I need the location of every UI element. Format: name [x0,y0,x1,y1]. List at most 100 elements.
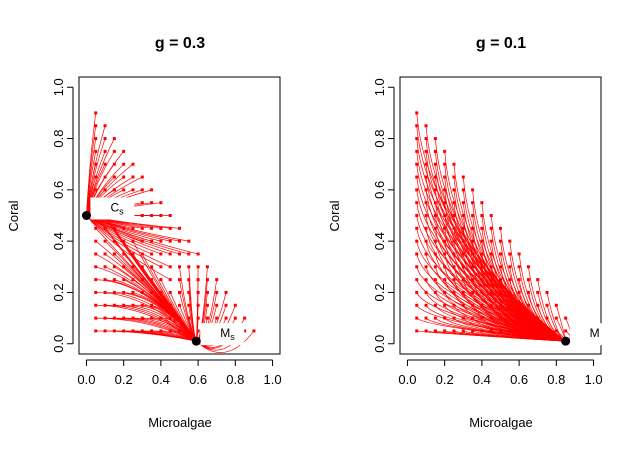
trajectory-start-point [443,239,447,243]
trajectory-start-point [443,316,447,320]
trajectory-start-point [517,252,521,256]
trajectory-start-point [424,162,428,166]
trajectory-start-point [112,303,116,307]
trajectory-line [86,215,171,280]
y-tick-label: 0.2 [372,283,387,301]
trajectory-start-point [443,149,447,153]
equilibrium-label: Cs [110,201,124,217]
trajectory-start-point [168,316,172,320]
x-tick-label: 0.0 [77,372,95,387]
trajectory-start-point [424,137,428,141]
trajectory-start-point [150,290,154,294]
trajectory-start-point [150,226,154,230]
trajectory-start-point [415,278,419,282]
trajectory-line [196,330,255,353]
trajectories [415,111,579,342]
trajectory-start-point [224,316,228,320]
trajectory-start-point [471,329,475,333]
trajectory-start-point [489,290,493,294]
trajectory-start-point [480,329,484,333]
trajectory-start-point [205,290,209,294]
trajectory-start-point [168,239,172,243]
equilibrium-subscript: s [119,207,124,217]
trajectory-start-point [243,329,247,333]
trajectory-line [86,151,124,216]
trajectory-start-point [415,252,419,256]
trajectory-start-point [452,239,456,243]
trajectory-start-point [554,329,558,333]
trajectory-start-point [103,290,107,294]
trajectory-start-point [150,265,154,269]
trajectory-start-point [499,290,502,294]
x-tick-label: 0.6 [189,372,207,387]
trajectory-start-point [140,278,144,282]
trajectory-start-point [480,316,484,320]
trajectory-start-point [424,175,428,179]
trajectory-start-point [94,265,98,269]
x-tick-label: 0.4 [152,372,170,387]
trajectory-start-point [159,278,163,282]
trajectory-start-point [480,239,484,243]
trajectory-start-point [215,290,219,294]
trajectory-start-point [140,239,144,243]
trajectory-start-point [564,329,568,333]
trajectory-start-point [103,149,107,153]
trajectory-start-point [131,226,135,230]
trajectory-start-point [215,316,219,320]
trajectory-start-point [461,175,465,179]
trajectory-start-point [415,265,419,269]
trajectory-start-point [131,290,135,294]
trajectory-start-point [508,316,512,320]
trajectory-start-point [224,290,228,294]
trajectory-start-point [461,214,465,217]
trajectory-start-point [545,290,549,294]
trajectory-start-point [415,214,419,217]
trajectory-start-point [103,316,107,320]
trajectory-start-point [564,316,568,320]
trajectory-start-point [103,124,107,128]
trajectory-start-point [526,303,530,307]
trajectory-start-point [461,316,465,320]
trajectory-start-point [526,265,530,269]
trajectory-start-point [150,188,154,192]
trajectory-start-point [461,252,465,256]
trajectory-start-point [536,290,540,294]
trajectory-start-point [433,175,437,179]
trajectory-start-point [94,226,98,230]
trajectory-start-point [112,239,116,243]
trajectory-start-point [150,316,154,320]
trajectory-start-point [424,239,428,243]
trajectory-start-point [178,278,181,282]
trajectory-start-point [433,149,437,153]
trajectory-start-point [433,329,437,333]
trajectory-start-point [94,303,98,307]
x-axis-label: Microalgae [148,415,212,430]
trajectory-start-point [131,316,135,320]
equilibrium-name: M [220,326,230,340]
trajectory-start-point [415,239,419,243]
trajectory-start-point [103,239,107,243]
trajectory-start-point [94,162,98,166]
equilibrium-label: Ms [220,326,235,342]
trajectory-start-point [433,201,437,205]
trajectory-start-point [112,175,116,179]
y-axis-label: Coral [327,200,342,231]
trajectory-start-point [243,316,247,320]
trajectory-start-point [103,252,107,256]
trajectory-start-point [122,175,126,179]
y-axis-label: Coral [6,200,21,231]
trajectory-start-point [140,265,144,269]
trajectory-start-point [122,188,126,192]
trajectory-start-point [415,149,419,153]
trajectory-start-point [415,329,419,333]
trajectory-start-point [205,316,209,320]
trajectory-start-point [159,290,163,294]
trajectory-start-point [489,226,493,230]
trajectory-start-point [433,137,437,141]
trajectory-start-point [461,329,465,333]
trajectory-start-point [508,329,512,333]
x-tick-label: 0.0 [398,372,416,387]
trajectory-start-point [112,162,116,166]
trajectory-start-point [536,329,540,333]
trajectory-start-point [489,303,493,307]
